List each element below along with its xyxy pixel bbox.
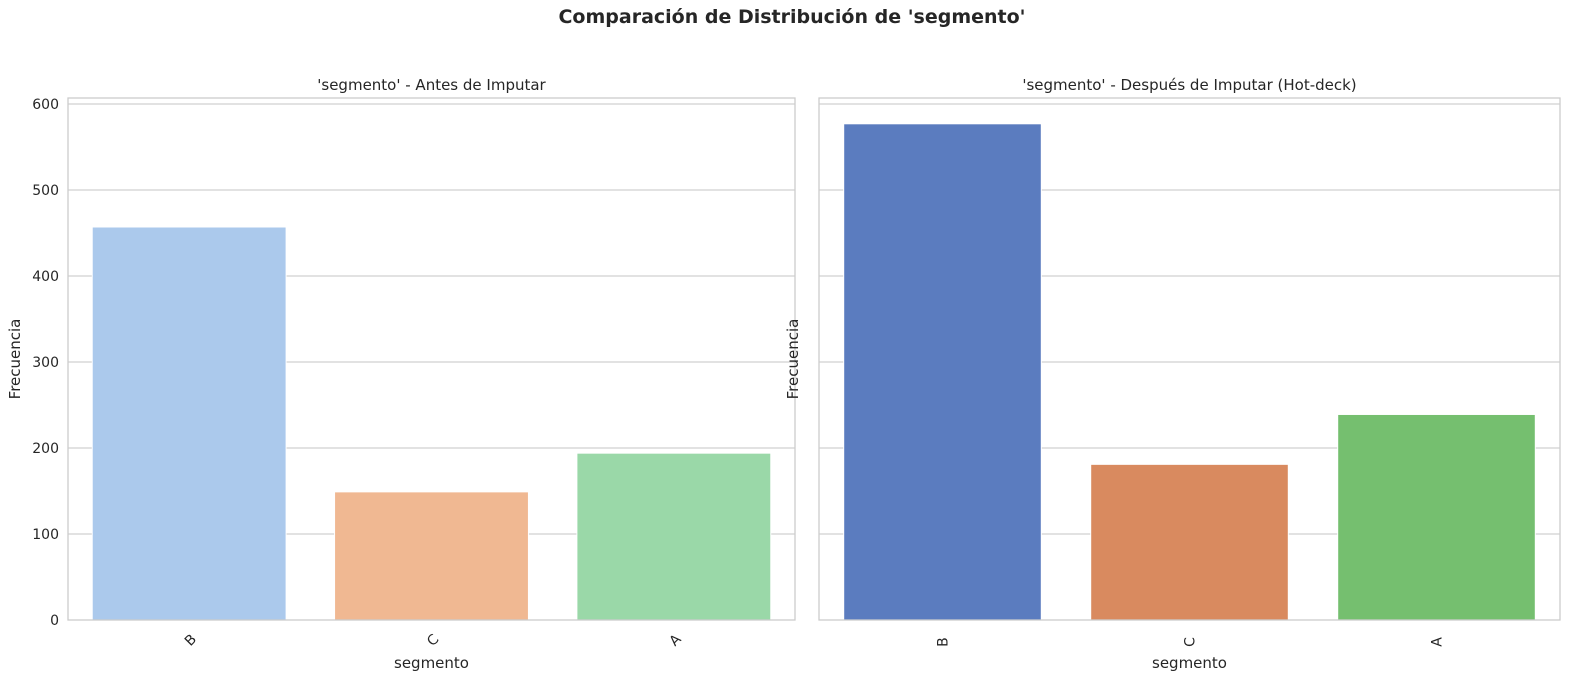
chart1-bar-A [576, 452, 772, 621]
chart2-title: 'segmento' - Después de Imputar (Hot-dec… [1022, 76, 1356, 94]
chart1-axes-frame [67, 97, 796, 621]
chart1-title: 'segmento' - Antes de Imputar [317, 76, 546, 94]
chart1-xtick-label: A [667, 631, 685, 649]
chart2-bar-C [1090, 463, 1289, 621]
chart2-xtick-label: B [936, 637, 952, 647]
chart1-bar-B [91, 226, 287, 621]
chart1-ytick-label: 0 [50, 613, 59, 629]
chart1-ytick-label: 400 [32, 269, 59, 285]
chart2-bar-A [1337, 413, 1536, 621]
figure-title: Comparación de Distribución de 'segmento… [558, 6, 1026, 28]
chart2-xlabel: segmento [1152, 654, 1227, 672]
chart1-ytick-label: 600 [32, 97, 59, 113]
chart1-ytick-label: 500 [32, 183, 59, 199]
chart2-bar-B [843, 123, 1042, 621]
chart1-ytick-label: 200 [32, 441, 59, 457]
chart1-ylabel: Frecuencia [6, 319, 24, 400]
chart1-xlabel: segmento [394, 654, 469, 672]
chart1-ytick-label: 300 [32, 355, 59, 371]
chart2-xtick-label: A [1430, 637, 1446, 647]
chart2-ylabel: Frecuencia [784, 319, 802, 400]
chart1-bar-C [334, 491, 529, 621]
chart1-ytick-label: 100 [32, 527, 59, 543]
chart1-xtick-label: C [424, 631, 442, 649]
chart1-xtick-label: B [182, 632, 200, 650]
chart2-xtick-label: C [1183, 637, 1199, 647]
chart2-axes-frame [818, 97, 1561, 621]
